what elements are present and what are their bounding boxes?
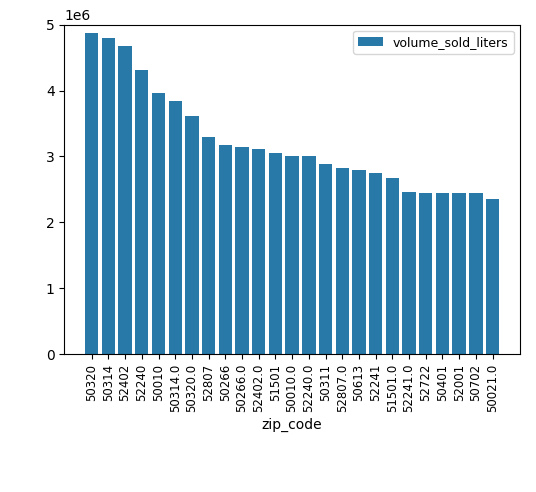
Bar — [286, 156, 299, 354]
Bar — [369, 173, 382, 354]
Bar — [419, 193, 433, 354]
X-axis label: zip_code: zip_code — [262, 418, 323, 432]
Bar — [403, 192, 416, 354]
Bar — [452, 193, 466, 354]
Bar — [102, 38, 115, 354]
Bar — [152, 93, 165, 354]
Bar — [352, 170, 366, 354]
Bar — [85, 32, 99, 354]
Bar — [118, 46, 132, 354]
Bar — [269, 153, 282, 354]
Bar — [252, 149, 265, 354]
Bar — [385, 178, 399, 354]
Bar — [336, 168, 349, 354]
Bar — [302, 156, 316, 354]
Bar — [319, 164, 332, 354]
Bar — [168, 101, 182, 354]
Bar — [235, 147, 249, 354]
Bar — [469, 193, 482, 354]
Bar — [486, 199, 499, 354]
Legend: volume_sold_liters: volume_sold_liters — [353, 31, 513, 54]
Bar — [185, 116, 199, 354]
Bar — [135, 70, 148, 354]
Bar — [436, 193, 449, 354]
Bar — [219, 145, 232, 354]
Bar — [202, 137, 215, 354]
